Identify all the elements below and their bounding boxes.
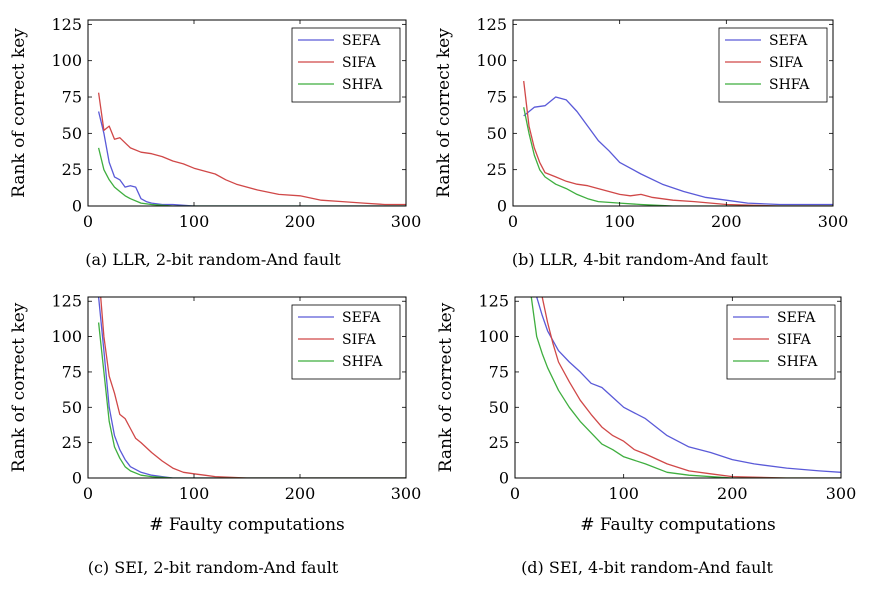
y-tick-label: 0 — [499, 469, 509, 488]
y-axis-label: Rank of correct key — [436, 302, 456, 472]
series-line-shfa — [97, 147, 406, 206]
series-line-shfa — [523, 107, 833, 206]
x-tick-label: 300 — [391, 484, 422, 503]
y-tick-label: 75 — [62, 362, 82, 381]
series-line-sefa — [536, 297, 841, 473]
plot-frame — [87, 19, 407, 207]
legend-label: SHFA — [342, 77, 383, 93]
series-line-sifa — [100, 297, 406, 478]
y-tick-label: 0 — [72, 469, 82, 488]
y-tick-label: 25 — [489, 433, 509, 452]
x-tick-label: 200 — [717, 484, 748, 503]
x-tick-label: 200 — [285, 484, 316, 503]
y-tick-label: 25 — [487, 160, 507, 179]
legend-label: SEFA — [342, 310, 381, 326]
x-tick-label: 300 — [391, 212, 422, 231]
y-tick-label: 50 — [62, 398, 82, 417]
legend-label: SHFA — [777, 354, 818, 370]
y-tick-label: 75 — [62, 88, 82, 107]
y-tick-label: 75 — [487, 88, 507, 107]
legend-label: SEFA — [342, 33, 381, 49]
x-tick-label: 100 — [179, 484, 210, 503]
y-tick-label: 100 — [51, 327, 82, 346]
x-tick-label: 0 — [508, 212, 518, 231]
x-axis-label: # Faulty computations — [580, 515, 776, 535]
legend-label: SEFA — [769, 33, 808, 49]
chart-panel: 0 100 200 300 0 25 50 75 100 125 Rank of correct k… — [9, 292, 421, 577]
chart-panel: 0 100 200 300 0 25 50 75 100 125 Rank of correct k… — [9, 15, 421, 269]
legend-label: SIFA — [342, 332, 377, 348]
series-line-shfa — [530, 297, 841, 478]
y-tick-label: 50 — [487, 124, 507, 143]
panel-caption: (c) SEI, 2-bit random-And fault — [88, 558, 339, 577]
x-tick-label: 100 — [179, 212, 210, 231]
series-line-sifa — [97, 92, 406, 206]
y-axis-label: Rank of correct key — [434, 28, 454, 198]
y-tick-label: 125 — [476, 15, 507, 34]
legend-label: SEFA — [777, 310, 816, 326]
x-axis-label: # Faulty computations — [149, 515, 345, 535]
y-tick-label: 75 — [489, 362, 509, 381]
legend: SEFA SIFA SHFA — [291, 304, 401, 380]
y-tick-label: 25 — [62, 160, 82, 179]
y-tick-label: 50 — [62, 124, 82, 143]
legend-label: SIFA — [769, 55, 804, 71]
series-line-sefa — [523, 96, 833, 206]
panel-caption: (d) SEI, 4-bit random-And fault — [521, 558, 773, 577]
series-line-sifa — [541, 297, 841, 478]
y-tick-label: 0 — [497, 197, 507, 216]
y-tick-label: 125 — [51, 292, 82, 311]
legend-label: SIFA — [342, 55, 377, 71]
y-tick-label: 125 — [51, 15, 82, 34]
x-tick-label: 0 — [510, 484, 520, 503]
x-tick-label: 200 — [285, 212, 316, 231]
y-tick-label: 25 — [62, 433, 82, 452]
x-tick-label: 300 — [818, 212, 849, 231]
series-line-sefa — [97, 111, 406, 206]
chart-panel: 0 100 200 300 0 25 50 75 100 125 Rank of correct k… — [434, 15, 848, 269]
panel-caption: (a) LLR, 2-bit random-And fault — [85, 250, 341, 269]
series-line-shfa — [97, 322, 406, 478]
legend: SEFA SIFA SHFA — [718, 27, 828, 103]
plot-frame — [514, 296, 842, 479]
legend-label: SHFA — [769, 77, 810, 93]
legend-label: SHFA — [342, 354, 383, 370]
x-tick-label: 200 — [711, 212, 742, 231]
x-tick-label: 100 — [608, 484, 639, 503]
plot-frame — [512, 19, 834, 207]
chart-panel: 0 100 200 300 0 25 50 75 100 125 Rank of correct k… — [436, 292, 856, 577]
panel-caption: (b) LLR, 4-bit random-And fault — [512, 250, 769, 269]
y-axis-label: Rank of correct key — [9, 28, 29, 198]
y-tick-label: 125 — [478, 292, 509, 311]
y-axis-label: Rank of correct key — [9, 302, 29, 472]
y-tick-label: 100 — [478, 327, 509, 346]
series-line-sifa — [523, 80, 833, 206]
plot-frame — [87, 296, 407, 479]
y-tick-label: 50 — [489, 398, 509, 417]
legend: SEFA SIFA SHFA — [726, 304, 836, 380]
y-tick-label: 100 — [51, 51, 82, 70]
x-tick-label: 300 — [826, 484, 857, 503]
x-tick-label: 100 — [604, 212, 635, 231]
legend-label: SIFA — [777, 332, 812, 348]
series-line-sefa — [97, 297, 406, 478]
x-tick-label: 0 — [83, 484, 93, 503]
legend: SEFA SIFA SHFA — [291, 27, 401, 103]
y-tick-label: 100 — [476, 51, 507, 70]
y-tick-label: 0 — [72, 197, 82, 216]
x-tick-label: 0 — [83, 212, 93, 231]
